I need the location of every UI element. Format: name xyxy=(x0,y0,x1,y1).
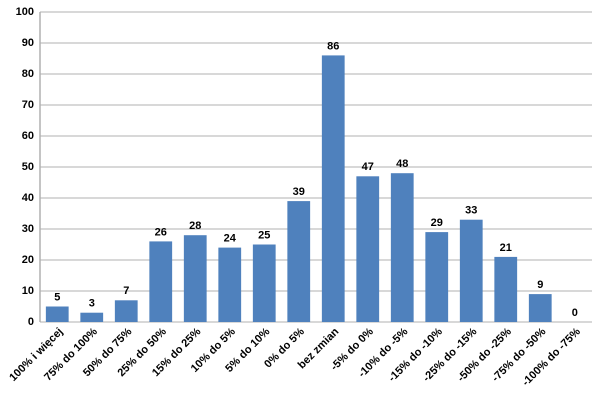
data-label: 21 xyxy=(500,242,512,254)
data-label: 29 xyxy=(431,217,443,229)
data-label: 26 xyxy=(155,226,167,238)
y-tick-label: 70 xyxy=(22,99,34,111)
data-label: 39 xyxy=(293,186,305,198)
bar xyxy=(321,55,345,323)
bar xyxy=(356,176,380,322)
y-tick-label: 40 xyxy=(22,192,34,204)
y-tick-label: 20 xyxy=(22,254,34,266)
data-label: 48 xyxy=(396,158,408,170)
y-tick-label: 30 xyxy=(22,223,34,235)
bar xyxy=(80,312,104,322)
data-label: 24 xyxy=(224,233,237,245)
bar xyxy=(287,201,311,322)
bar xyxy=(218,247,242,322)
bar xyxy=(149,241,173,322)
y-tick-label: 0 xyxy=(28,316,34,328)
bar xyxy=(45,306,69,322)
data-label: 25 xyxy=(258,229,270,241)
y-tick-label: 100 xyxy=(16,6,34,18)
data-label: 86 xyxy=(327,40,339,52)
data-label: 9 xyxy=(537,279,543,291)
y-tick-label: 50 xyxy=(22,161,34,173)
bar xyxy=(459,219,483,322)
bar xyxy=(114,300,138,322)
data-label: 33 xyxy=(465,205,477,217)
data-label: 0 xyxy=(572,307,578,319)
data-label: 47 xyxy=(362,161,374,173)
bar xyxy=(183,235,207,322)
data-label: 3 xyxy=(89,298,95,310)
data-label: 5 xyxy=(54,291,60,303)
bar xyxy=(390,173,414,322)
bar xyxy=(528,294,552,322)
y-tick-label: 90 xyxy=(22,37,34,49)
data-label: 28 xyxy=(189,220,201,232)
bar xyxy=(425,232,449,322)
y-tick-label: 80 xyxy=(22,68,34,80)
data-label: 7 xyxy=(123,285,129,297)
y-tick-label: 60 xyxy=(22,130,34,142)
bar xyxy=(252,244,276,322)
y-tick-label: 10 xyxy=(22,285,34,297)
bar xyxy=(494,256,518,322)
